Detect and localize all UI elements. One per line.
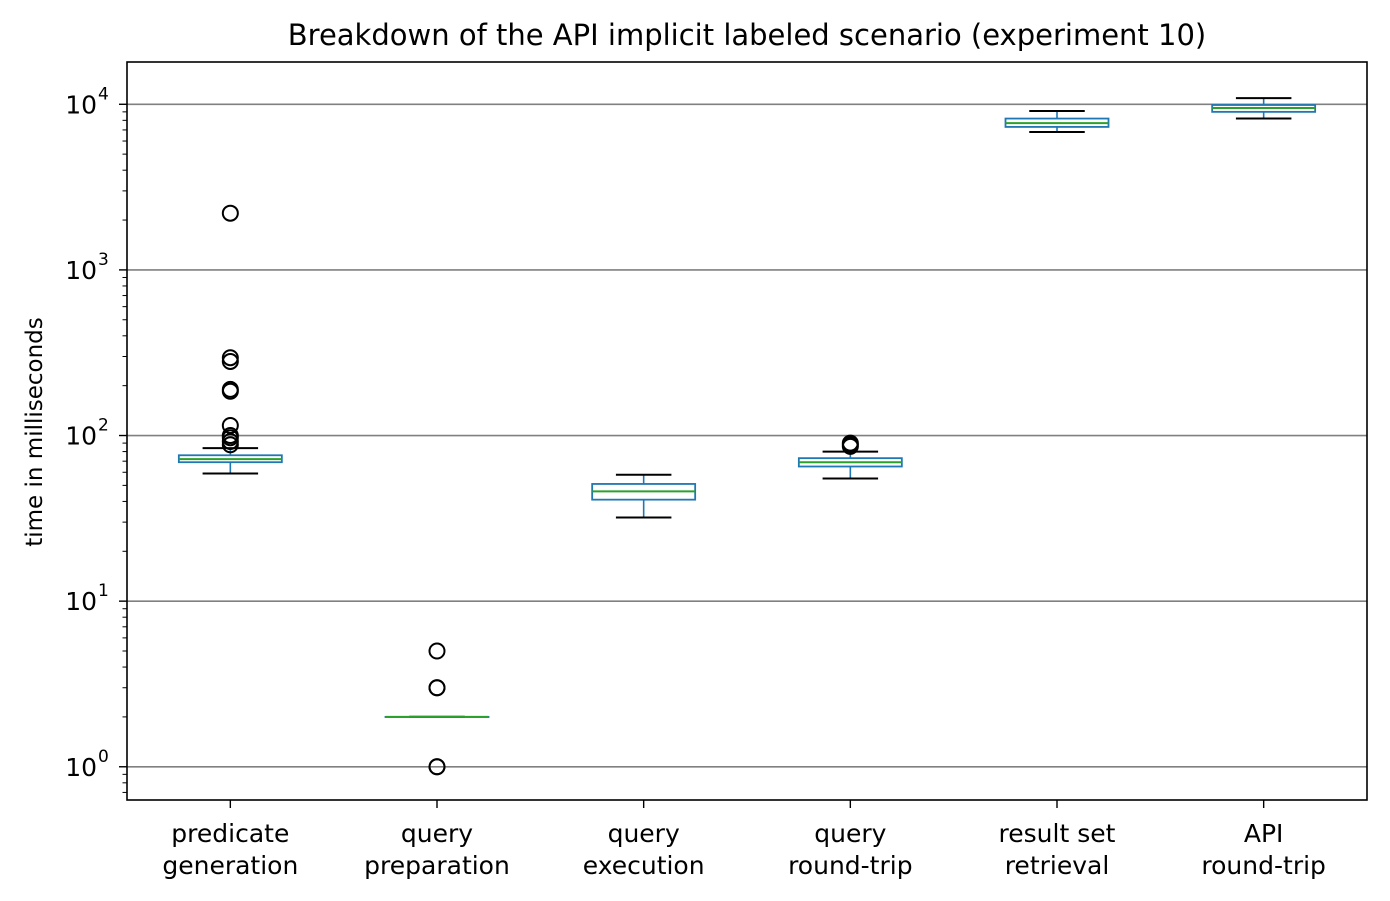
x-tick-label: preparation	[364, 851, 510, 880]
y-tick-label: 10	[65, 753, 97, 782]
x-tick-label: result set	[999, 819, 1116, 848]
y-tick-label: 10	[65, 587, 97, 616]
outlier-point	[221, 204, 239, 222]
plot-area	[177, 97, 1317, 776]
x-tick-label: query	[608, 819, 680, 848]
outlier-point	[221, 416, 239, 434]
x-tick-label: query	[401, 819, 473, 848]
outlier-point	[428, 758, 446, 776]
gridlines	[127, 103, 1367, 768]
x-tick-label: API	[1244, 819, 1284, 848]
x-tick-label: generation	[162, 851, 298, 880]
x-tick-label: retrieval	[1005, 851, 1110, 880]
y-tick-exponent: 0	[98, 747, 109, 767]
y-tick-exponent: 3	[98, 250, 109, 270]
axes-frame	[126, 61, 1368, 801]
x-tick-label: query	[814, 819, 886, 848]
y-tick-exponent: 1	[98, 581, 109, 601]
y-tick-exponent: 4	[98, 84, 109, 104]
chart-title: Breakdown of the API implicit labeled sc…	[288, 18, 1206, 52]
outlier-point	[221, 380, 239, 398]
outlier-point	[221, 349, 239, 367]
x-tick-label: round-trip	[788, 851, 913, 880]
x-tick-label: execution	[583, 851, 705, 880]
y-tick-label: 10	[65, 90, 97, 119]
outlier-point	[428, 642, 446, 660]
y-tick-exponent: 2	[98, 416, 109, 436]
outlier-point	[221, 427, 239, 445]
x-tick-label: predicate	[171, 819, 289, 848]
outlier-point	[221, 352, 239, 370]
x-axis-ticks: predicate generation query preparation query…	[162, 800, 1326, 880]
y-axis-label: time in milliseconds	[22, 317, 48, 547]
outlier-point	[428, 679, 446, 697]
y-tick-label: 10	[65, 422, 97, 451]
outlier-point	[841, 434, 859, 452]
y-tick-label: 10	[65, 256, 97, 285]
x-tick-label: round-trip	[1201, 851, 1326, 880]
